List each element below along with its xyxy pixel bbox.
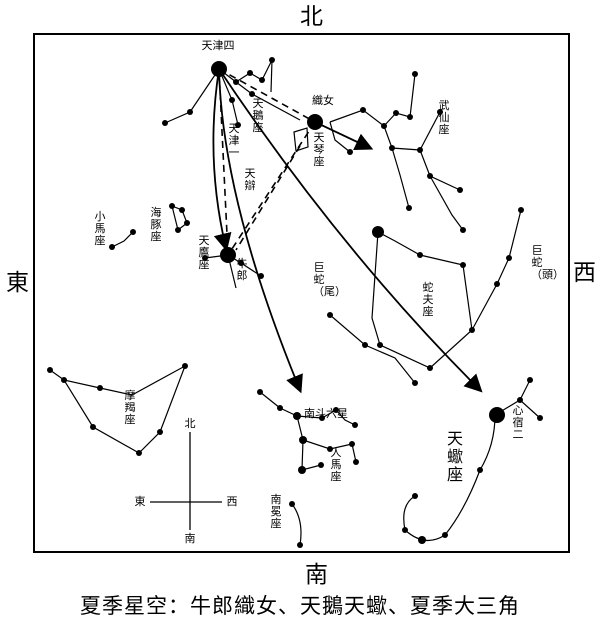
compass — [150, 432, 222, 530]
north-label: 北 — [300, 4, 323, 30]
deneb-star — [211, 61, 227, 77]
corona-australis-lines — [291, 503, 302, 546]
lyra-lines — [293, 127, 309, 152]
equuleus-lines — [111, 231, 134, 248]
pointer-arrows — [212, 68, 483, 394]
serpens-head-label: 巨蛇（頭） — [531, 244, 564, 281]
hercules-label: 武仙座 — [438, 99, 450, 136]
arrow-to-nandou — [218, 68, 303, 394]
scorpius-label: 天蠍座 — [447, 429, 464, 484]
cygnus-lines — [164, 59, 301, 126]
deneb-label: 天津四 — [201, 39, 235, 52]
rasalhague-star — [372, 226, 384, 238]
delphinus-label: 海豚座 — [150, 206, 162, 243]
tianbian-label: 天辯 — [244, 167, 256, 192]
sagittarius-label: 人馬座 — [330, 446, 342, 483]
equuleus-label: 小馬座 — [94, 210, 106, 247]
compass-south: 南 — [184, 532, 196, 545]
west-label: 西 — [573, 260, 596, 286]
capricornus-label: 摩羯座 — [124, 389, 136, 426]
nandou-label: 南斗六星 — [304, 407, 348, 420]
serpens-tail-label: 巨蛇（尾） — [313, 261, 346, 298]
antares-label: 心宿二 — [512, 404, 524, 441]
vega-star — [307, 114, 323, 130]
arrow-to-antares — [218, 68, 483, 393]
hercules-lines — [329, 73, 464, 231]
aquila-label: 天鷹座 — [198, 234, 210, 271]
cygnus-label: 天鵝座 — [252, 97, 264, 134]
compass-north: 北 — [184, 417, 196, 430]
corona-australis-label: 南冕座 — [270, 493, 282, 530]
sky-map-frame — [33, 33, 570, 553]
vega-label: 織女 — [312, 94, 334, 107]
antares-star — [489, 407, 505, 423]
compass-west: 西 — [226, 495, 238, 508]
bright-stars — [211, 61, 505, 423]
altair-star — [220, 247, 236, 263]
arrow-from-vega — [314, 121, 374, 150]
figure-caption: 夏季星空：牛郎織女、天鵝天蠍、夏季大三角 — [80, 594, 520, 618]
south-label: 南 — [305, 562, 328, 588]
arrow-to-altair — [212, 68, 232, 252]
east-label: 東 — [6, 270, 29, 296]
summer-triangle — [218, 68, 316, 256]
minor-stars — [47, 57, 543, 548]
serpens-tail-lines — [329, 314, 416, 384]
altair-label: 牛郎 — [236, 257, 248, 282]
serpens-head-lines — [471, 209, 522, 331]
lyra-label: 天琴座 — [313, 131, 325, 168]
compass-east: 東 — [134, 495, 146, 508]
tianjin-yi-label: 天津一 — [228, 122, 240, 159]
capricornus-lines — [49, 364, 187, 454]
ophiuchus-label: 蛇夫座 — [422, 281, 434, 318]
